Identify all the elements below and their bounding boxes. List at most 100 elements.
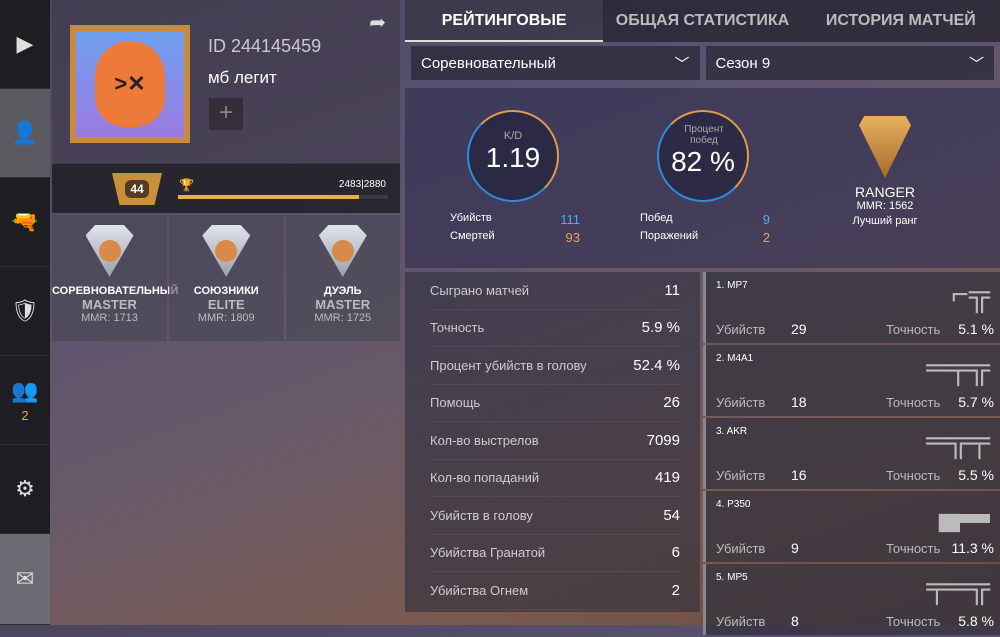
xp-text: 2483|2880 — [338, 179, 386, 190]
losses-value: 2 — [762, 230, 770, 245]
play-icon: ▶ — [16, 31, 34, 56]
weapon-silhouette-icon: ═╤╦ — [926, 351, 990, 384]
weapons-list: 1. MP7 ⌐╦ Убийств 29 Точность 5.1 % 2. M4A1 ═╤╦… — [703, 272, 1000, 637]
sidebar-settings[interactable]: ⚙ — [0, 445, 50, 534]
tab-history[interactable]: ИСТОРИЯ МАТЧЕЙ — [825, 12, 976, 29]
best-rank-label: Лучший ранг — [852, 215, 918, 227]
mode-dropdown[interactable]: Соревновательный ﹀ — [411, 46, 700, 80]
shield-icon: 🛡 — [11, 298, 39, 323]
kills-value: 111 — [560, 212, 580, 227]
best-rank-mmr: MMR: 1562 — [856, 200, 914, 212]
tab-ranked[interactable]: РЕЙТИНГОВЫЕ — [405, 0, 604, 42]
weapon-card[interactable]: 3. AKR ═╦╤ Убийств 16 Точность 5.5 % — [703, 418, 1000, 489]
trophy-icon: 🏆 — [179, 178, 194, 192]
sidebar-friends[interactable]: 👥 2 — [0, 356, 50, 445]
tab-overall[interactable]: ОБЩАЯ СТАТИСТИКА — [615, 12, 790, 29]
weapon-accuracy: 5.8 % — [958, 613, 994, 629]
stat-label: Кол-во попаданий — [430, 470, 540, 486]
stat-value: 7099 — [646, 431, 680, 449]
weapon-silhouette-icon: ╤═╦ — [926, 570, 990, 603]
weapon-name: 4. P350 — [716, 499, 751, 510]
stat-row: Процент убийств в голову 52.4 % — [430, 347, 680, 385]
share-icon[interactable]: ➦ — [369, 12, 386, 34]
weapon-accuracy-label: Точность — [886, 322, 941, 337]
level-value: 44 — [125, 180, 149, 198]
weapon-silhouette-icon: ═╦╤ — [926, 424, 990, 457]
weapon-card[interactable]: 2. M4A1 ═╤╦ Убийств 18 Точность 5.7 % — [703, 345, 1000, 416]
mail-icon: ✉ — [15, 566, 35, 591]
weapon-kills-label: Убийств — [716, 468, 766, 483]
rank-mmr: MMR: 1713 — [81, 312, 138, 324]
chevron-down-icon: ﹀ — [674, 55, 690, 73]
rank-card-competitive[interactable]: СОРЕВНОВАТЕЛЬНЫЙ MASTER MMR: 1713 — [52, 215, 179, 341]
stat-row: Точность 5.9 % — [430, 310, 680, 347]
mode-value: Соревновательный — [421, 54, 556, 72]
stat-row: Помощь 26 — [430, 385, 680, 422]
profile-header: >✕ ID 244145459 мб легит + ➦ — [52, 0, 400, 163]
kills-row: Убийств 111 — [450, 212, 580, 227]
winrate-label: Процент побед — [684, 124, 724, 146]
sidebar-profile[interactable]: 👤 — [0, 89, 50, 178]
friends-count: 2 — [21, 407, 29, 423]
sidebar: ▶ 👤 🔫 🛡 👥 2 ⚙ ✉ — [0, 0, 50, 625]
player-id: ID 244145459 — [208, 36, 322, 56]
sidebar-play[interactable]: ▶ — [0, 0, 50, 89]
weapon-accuracy: 11.3 % — [951, 540, 994, 556]
rank-tier: MASTER — [82, 297, 137, 312]
stat-label: Убийства Огнем — [430, 582, 529, 598]
weapon-accuracy-label: Точность — [886, 468, 941, 483]
weapon-accuracy-label: Точность — [886, 395, 941, 410]
weapon-kills: 9 — [791, 540, 799, 556]
stat-row: Убийств в голову 54 — [430, 497, 680, 535]
stat-label: Процент убийств в голову — [430, 357, 587, 373]
profile-panel: >✕ ID 244145459 мб легит + ➦ 44 🏆 2483|2… — [52, 0, 400, 341]
stat-value: 6 — [671, 544, 680, 562]
sidebar-mail[interactable]: ✉ — [0, 534, 50, 625]
weapon-card[interactable]: 4. P350 ▄▬ Убийств 9 Точность 11.3 % — [703, 491, 1000, 562]
wins-value: 9 — [762, 212, 770, 227]
rank-emblem-icon — [318, 225, 367, 277]
stat-row: Убийства Огнем 2 — [430, 572, 680, 610]
stat-value: 2 — [671, 581, 680, 599]
rank-mmr: MMR: 1809 — [197, 312, 255, 324]
kd-circle: K/D 1.19 — [467, 110, 559, 202]
stat-row: Убийства Гранатой 6 — [430, 535, 680, 572]
wins-row: Побед 9 — [640, 212, 770, 227]
weapon-kills-label: Убийств — [716, 614, 766, 629]
stat-label: Точность — [430, 320, 485, 336]
summary: K/D 1.19 Убийств 111 Смертей 93 Процент поб… — [405, 88, 1000, 268]
profile-icon: 👤 — [11, 120, 39, 145]
weapon-kills: 29 — [791, 321, 807, 337]
weapon-kills-label: Убийств — [716, 541, 766, 556]
avatar[interactable]: >✕ — [70, 25, 190, 143]
xp-progress — [178, 195, 388, 199]
weapon-kills-label: Убийств — [716, 322, 766, 337]
tabs: РЕЙТИНГОВЫЕ ОБЩАЯ СТАТИСТИКА ИСТОРИЯ МАТ… — [405, 0, 1000, 42]
rank-mmr: MMR: 1725 — [314, 312, 372, 324]
rank-mode: ДУЭЛЬ — [323, 285, 362, 297]
weapon-name: 1. MP7 — [716, 280, 748, 291]
chevron-down-icon: ﹀ — [968, 55, 984, 73]
rank-mode: СОРЕВНОВАТЕЛЬНЫЙ — [52, 285, 179, 297]
weapon-card[interactable]: 5. MP5 ╤═╦ Убийств 8 Точность 5.8 % — [703, 564, 1000, 635]
weapon-card[interactable]: 1. MP7 ⌐╦ Убийств 29 Точность 5.1 % — [703, 272, 1000, 343]
weapon-name: 2. M4A1 — [716, 353, 754, 364]
xp-progress-fill — [178, 195, 360, 199]
rank-card-duel[interactable]: ДУЭЛЬ MASTER MMR: 1725 — [285, 215, 400, 341]
weapon-accuracy: 5.1 % — [958, 321, 994, 337]
stat-value: 26 — [663, 394, 680, 412]
friends-icon: 👥 — [11, 377, 39, 403]
sidebar-clan[interactable]: 🛡 — [0, 267, 50, 356]
gear-icon: ⚙ — [15, 476, 35, 501]
wins-label: Побед — [640, 212, 673, 224]
rank-card-allies[interactable]: СОЮЗНИКИ ELITE MMR: 1809 — [169, 215, 284, 341]
stat-value: 52.4 % — [633, 356, 680, 374]
sidebar-weapons[interactable]: 🔫 — [0, 178, 50, 267]
add-button[interactable]: + — [209, 98, 243, 130]
rank-emblem-icon — [202, 225, 251, 277]
weapon-accuracy: 5.5 % — [958, 467, 994, 483]
season-dropdown[interactable]: Сезон 9 ﹀ — [705, 46, 994, 80]
best-rank: RANGER MMR: 1562 Лучший ранг — [845, 116, 925, 227]
weapon-kills-label: Убийств — [716, 395, 766, 410]
stat-label: Сыграно матчей — [430, 282, 530, 298]
